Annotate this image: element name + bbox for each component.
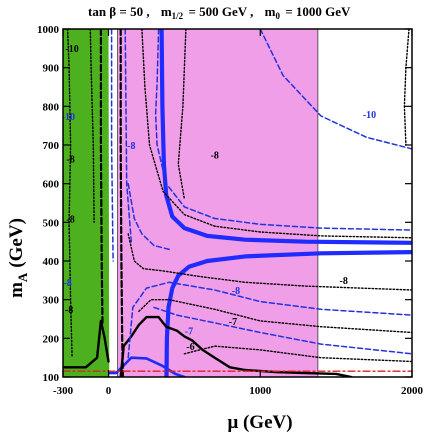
- contour-label-8: -8: [232, 286, 240, 297]
- curve-black-dotted-22: [403, 29, 410, 146]
- x-tick-label-0: -300: [53, 385, 74, 397]
- curve-black-dash-6: [119, 29, 124, 377]
- contour-label-7: -8: [340, 276, 348, 287]
- x-axis-title: μ (GeV): [227, 412, 292, 433]
- curve-black-dotted-15: [141, 29, 412, 239]
- x-tick-label-2: 1000: [249, 385, 272, 397]
- y-axis-title-main: m: [6, 282, 27, 298]
- contour-label-6: -10: [363, 110, 376, 121]
- y-axis-title-sub: A: [15, 272, 30, 282]
- curves-layer: [63, 29, 412, 377]
- contour-labels-layer: -10 -10 -8 -8 -8 -8 -10 -8 -8 -7 -7 -6 -8 -8: [62, 44, 376, 353]
- curve-black-dotted-16: [177, 29, 187, 200]
- contour-label-0: -10: [65, 44, 78, 55]
- contour-label-4: -8: [127, 141, 135, 152]
- y-tick-label-8: 900: [43, 63, 60, 75]
- curve-blue-dashed-14: [259, 29, 412, 150]
- y-axis-title: mA (GeV): [6, 218, 30, 298]
- regions-layer: [63, 29, 319, 377]
- curve-blue-dashed-12: [127, 281, 412, 359]
- y-tick-label-0: 100: [43, 372, 60, 384]
- y-axis-title-unit: (GeV): [6, 218, 27, 268]
- y-tick-label-6: 700: [43, 140, 60, 152]
- contour-label-11: -6: [186, 342, 194, 353]
- y-tick-label-1: 200: [43, 333, 60, 345]
- y-tick-label-7: 800: [43, 101, 60, 113]
- curve-blue-dashed-10: [154, 29, 412, 231]
- contour-label-13: -8: [65, 305, 73, 316]
- curve-wmap-0: [159, 29, 412, 245]
- plot-frame: [62, 28, 413, 378]
- curve-blue-dashed-8: [110, 29, 114, 262]
- curve-blue-dashed-9: [124, 29, 133, 243]
- title-mhalf-sym: m: [161, 4, 172, 19]
- curve-blue-dashed-11: [127, 182, 170, 251]
- ticks-layer: 100 200 300 400 500 600 700 800 900 1000 -300 0 1000…: [37, 24, 424, 397]
- curve-black-dotted-19: [183, 345, 412, 363]
- curve-wmap-1: [164, 250, 412, 377]
- curve-black-dotted-17: [127, 233, 412, 291]
- y-tick-label-2: 300: [43, 295, 60, 307]
- curve-black-solid-4: [119, 315, 353, 377]
- region-pink: [117, 29, 319, 377]
- chart-title: tan β = 50 , m1/2 = 500 GeV , m0 = 1000 …: [88, 4, 351, 22]
- contour-label-9: -7: [229, 317, 237, 328]
- curve-black-dash-5: [99, 29, 104, 324]
- title-m0-val: = 1000 GeV: [285, 4, 351, 19]
- title-mhalf-sub: 1/2: [172, 11, 184, 21]
- y-tick-label-5: 600: [43, 179, 60, 191]
- x-tick-label-1: 0: [106, 385, 112, 397]
- curve-blue-dashed-13: [153, 306, 412, 355]
- y-tick-label-9: 1000: [37, 24, 60, 36]
- contour-label-1: -10: [62, 112, 75, 123]
- region-green: [63, 29, 110, 377]
- curve-black-dotted-21: [89, 29, 95, 223]
- y-tick-label-3: 400: [43, 256, 60, 268]
- contour-label-2: -8: [66, 154, 74, 165]
- title-m0-sub: 0: [275, 11, 280, 21]
- title-m0-sym: m: [265, 4, 276, 19]
- contour-label-10: -7: [185, 326, 193, 337]
- contour-label-5: -8: [211, 151, 219, 162]
- x-tick-label-3: 2000: [401, 385, 424, 397]
- contour-label-3: -8: [66, 214, 74, 225]
- title-tanb: tan β = 50 ,: [88, 4, 150, 19]
- curve-wmap-thin-2: [108, 356, 186, 377]
- curve-black-solid-3: [63, 319, 110, 369]
- contour-label-12: -8: [63, 278, 71, 289]
- curve-black-dotted-18: [138, 299, 412, 334]
- title-mhalf-val: = 500 GeV ,: [188, 4, 253, 19]
- y-tick-label-4: 500: [43, 217, 60, 229]
